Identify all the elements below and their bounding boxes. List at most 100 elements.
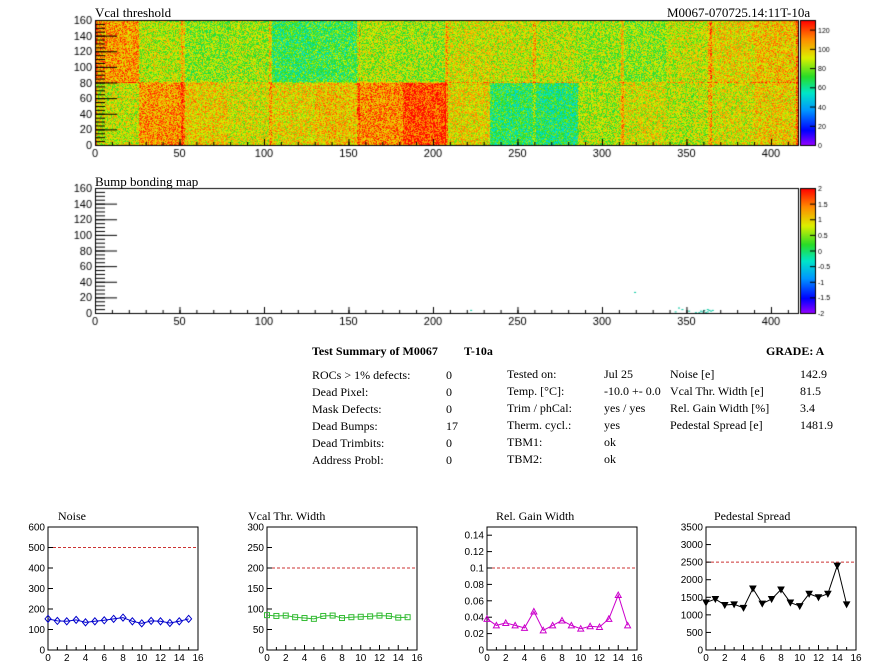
data-point xyxy=(44,614,52,624)
summary-value: -10.0 +- 0.0 xyxy=(604,384,661,398)
y-tick-label: 0.12 xyxy=(465,547,485,558)
y-tick-label: 0.1 xyxy=(470,564,484,575)
summary-value: 3.4 xyxy=(800,401,815,415)
data-point xyxy=(282,612,289,619)
summary-value: ok xyxy=(604,435,616,449)
summary-label: Noise [e] xyxy=(670,367,715,381)
data-point xyxy=(586,622,594,630)
data-point xyxy=(777,586,785,594)
y-tick-label: 0 xyxy=(39,646,45,657)
x-tick-label: 16 xyxy=(411,653,423,664)
data-point xyxy=(329,612,336,619)
data-point xyxy=(91,617,99,626)
data-point xyxy=(292,614,299,621)
y-tick-label: 3000 xyxy=(681,540,704,551)
summary-value: 0 xyxy=(446,385,452,399)
y-tick-label: 0.14 xyxy=(465,531,485,542)
x-tick-label: 8 xyxy=(559,653,565,664)
vcal-width-chart-title: Vcal Thr. Width xyxy=(248,509,326,523)
x-tick-label: 10 xyxy=(575,653,587,664)
data-point xyxy=(595,622,604,631)
data-point xyxy=(492,621,501,629)
summary-value: Jul 25 xyxy=(604,367,634,381)
y-tick-label: 50 xyxy=(253,625,265,636)
summary-label: Dead Bumps: xyxy=(312,419,378,433)
data-point xyxy=(128,617,137,626)
x-tick-label: 6 xyxy=(759,653,765,664)
x-tick-label: 16 xyxy=(192,653,204,664)
x-tick-label: 8 xyxy=(339,653,345,664)
data-point xyxy=(395,614,402,621)
data-point xyxy=(786,599,795,607)
chart-frame xyxy=(486,526,638,651)
grade-label: GRADE: A xyxy=(766,344,825,358)
x-tick-label: 14 xyxy=(613,653,625,664)
summary-temp-tag: T-10a xyxy=(464,344,493,358)
summary-label: Tested on: xyxy=(507,367,557,381)
y-tick-label: 100 xyxy=(247,605,264,616)
x-tick-label: 8 xyxy=(120,653,126,664)
x-tick-label: 14 xyxy=(393,653,405,664)
data-point xyxy=(273,612,280,619)
data-point xyxy=(310,615,317,622)
data-point xyxy=(147,616,155,626)
y-tick-label: 0 xyxy=(258,646,264,657)
y-tick-label: 500 xyxy=(28,543,45,554)
summary-label: Trim / phCal: xyxy=(507,401,572,415)
x-tick-label: 4 xyxy=(302,653,308,664)
x-tick-label: 0 xyxy=(264,653,270,664)
noise-chart-title: Noise xyxy=(58,509,86,523)
summary-value: 0 xyxy=(446,368,452,382)
y-tick-label: 3500 xyxy=(681,523,704,534)
summary-value: yes xyxy=(604,418,620,432)
data-point xyxy=(175,617,183,626)
summary-label: Vcal Thr. Width [e] xyxy=(670,384,764,398)
y-tick-label: 0.08 xyxy=(465,580,485,591)
x-tick-label: 10 xyxy=(136,653,148,664)
summary-label: Pedestal Spread [e] xyxy=(670,418,763,432)
data-point xyxy=(483,614,491,622)
x-tick-label: 6 xyxy=(540,653,546,664)
data-point xyxy=(53,616,62,626)
x-tick-label: 2 xyxy=(283,653,289,664)
data-point xyxy=(138,619,146,628)
summary-value: 81.5 xyxy=(800,384,821,398)
summary-value: 1481.9 xyxy=(800,418,833,432)
x-tick-label: 12 xyxy=(155,653,167,664)
series-line xyxy=(486,593,629,632)
data-point xyxy=(795,603,804,611)
summary-value: 17 xyxy=(446,419,458,433)
y-tick-label: 1000 xyxy=(681,610,704,621)
y-tick-label: 2500 xyxy=(681,558,704,569)
map2-title: Bump bonding map xyxy=(95,174,199,189)
y-tick-label: 0 xyxy=(697,646,703,657)
data-point xyxy=(730,601,738,609)
data-point xyxy=(702,599,710,607)
summary-label: Temp. [°C]: xyxy=(507,384,565,398)
x-tick-label: 10 xyxy=(794,653,806,664)
y-tick-label: 0 xyxy=(478,646,484,657)
data-point xyxy=(739,604,748,612)
chart-frame xyxy=(266,526,418,651)
summary-value: 142.9 xyxy=(800,367,827,381)
x-tick-label: 12 xyxy=(813,653,825,664)
x-tick-label: 10 xyxy=(355,653,367,664)
x-tick-label: 0 xyxy=(45,653,51,664)
y-tick-label: 0.04 xyxy=(465,613,485,624)
data-point xyxy=(576,624,585,632)
data-point xyxy=(367,613,374,620)
data-point xyxy=(623,621,632,629)
x-tick-label: 14 xyxy=(174,653,186,664)
summary-label: Mask Defects: xyxy=(312,402,382,416)
data-point xyxy=(376,612,383,619)
x-tick-label: 2 xyxy=(722,653,728,664)
x-tick-label: 0 xyxy=(703,653,709,664)
data-point xyxy=(520,623,529,631)
data-point xyxy=(824,590,832,598)
summary-value: ok xyxy=(604,452,616,466)
x-tick-label: 12 xyxy=(594,653,606,664)
summary-label: Dead Pixel: xyxy=(312,385,369,399)
data-point xyxy=(166,618,174,628)
data-point xyxy=(100,616,108,625)
data-point xyxy=(711,596,720,604)
